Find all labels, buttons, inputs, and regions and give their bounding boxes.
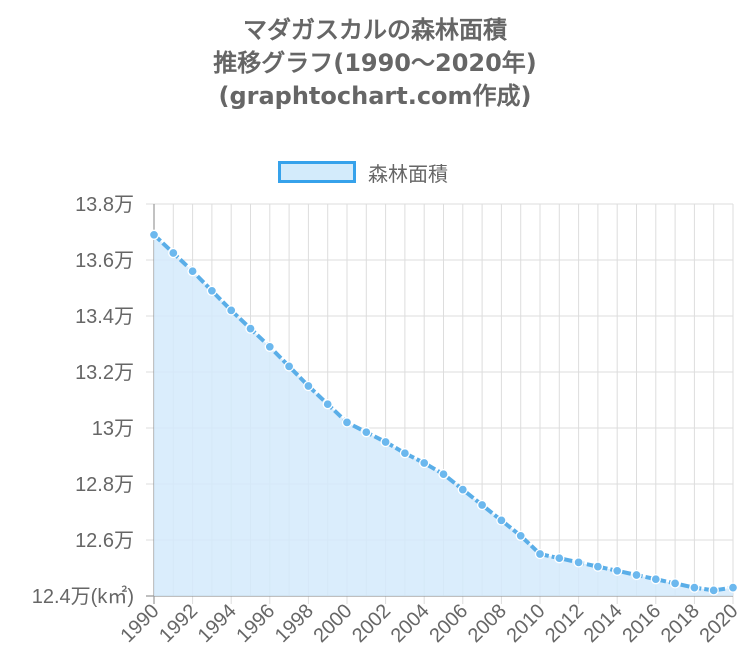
data-point: [168, 247, 179, 259]
data-point: [631, 569, 642, 581]
data-point: [554, 553, 565, 564]
x-tick-label: 1996: [232, 600, 279, 647]
chart-title-line-3: (graphtochart.com作成): [218, 82, 532, 110]
series-area: [154, 234, 733, 597]
y-tick-label: 12.6万: [75, 530, 134, 552]
x-tick-label: 1994: [194, 600, 241, 647]
data-point: [341, 417, 353, 428]
x-tick-label: 2012: [541, 600, 588, 647]
data-point: [727, 582, 739, 593]
data-point: [476, 499, 488, 511]
data-point: [592, 561, 604, 572]
y-tick-label: 13.2万: [75, 362, 134, 384]
chart-title: マダガスカルの森林面積 推移グラフ(1990〜2020年) (graphtoch…: [0, 14, 750, 113]
x-tick-label: 2020: [696, 600, 743, 647]
data-point: [573, 557, 584, 568]
y-tick-label: 12.8万: [75, 474, 134, 496]
area-layer: [154, 234, 733, 597]
data-point: [650, 574, 661, 585]
data-point: [283, 361, 295, 372]
y-tick-label: 12.4万(k㎡): [32, 584, 134, 608]
x-tick-label: 2010: [503, 600, 550, 647]
chart-title-line-2: 推移グラフ(1990〜2020年): [213, 49, 537, 77]
data-point: [322, 399, 333, 410]
y-tick-label: 13.8万: [75, 194, 134, 216]
y-tick-label: 13万: [92, 418, 134, 440]
data-point: [245, 323, 256, 334]
data-point: [380, 436, 391, 448]
data-point: [669, 578, 681, 589]
data-point: [419, 457, 430, 469]
legend-label[interactable]: 森林面積: [368, 161, 448, 186]
data-point: [399, 448, 411, 459]
y-axis-ticks: 12.4万(k㎡) 12.6万 12.8万 13万 13.2万 13.4万 13.6万 13.…: [32, 194, 134, 608]
x-tick-label: 2014: [580, 600, 627, 647]
data-point: [708, 585, 719, 596]
data-point: [534, 548, 546, 560]
x-tick-label: 2004: [387, 600, 434, 647]
data-point: [206, 285, 218, 296]
data-point: [689, 582, 700, 593]
data-point: [612, 565, 623, 576]
data-point: [303, 380, 314, 392]
points-layer: [148, 229, 739, 596]
x-tick-label: 2006: [425, 600, 472, 647]
data-point: [264, 341, 275, 352]
x-tick-label: 2018: [657, 600, 704, 647]
y-tick-label: 13.6万: [75, 250, 134, 272]
x-tick-label: 1998: [271, 600, 318, 647]
data-point: [515, 530, 526, 541]
x-tick-label: 2002: [348, 600, 395, 647]
data-point: [226, 305, 237, 316]
x-axis-ticks: 1990199219941996199820002002200420062008…: [117, 600, 743, 647]
data-point: [457, 484, 468, 495]
data-point: [496, 515, 507, 526]
x-tick-label: 2000: [310, 600, 357, 647]
data-point: [148, 229, 160, 240]
legend[interactable]: 森林面積: [278, 156, 448, 188]
y-tick-label: 13.4万: [75, 306, 134, 328]
legend-swatch[interactable]: [278, 161, 356, 183]
data-point: [187, 266, 198, 277]
x-tick-label: 2008: [464, 600, 511, 647]
data-point: [438, 469, 449, 480]
data-point: [361, 427, 372, 438]
x-tick-label: 1992: [155, 600, 202, 647]
x-tick-label: 2016: [618, 600, 665, 647]
chart-title-line-1: マダガスカルの森林面積: [243, 16, 507, 44]
